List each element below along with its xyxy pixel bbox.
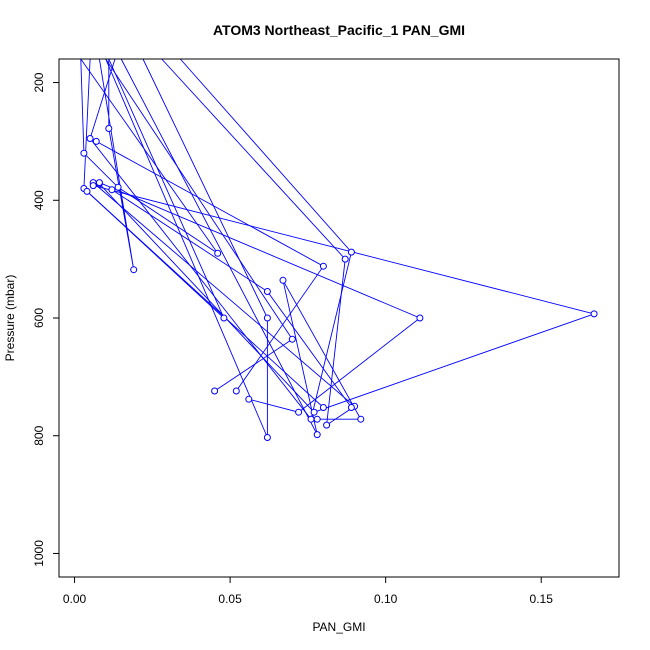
data-point-11-2: [347, 404, 355, 411]
data-point-5-2: [310, 408, 318, 416]
y-tick-label-1: 400: [32, 190, 46, 210]
series-line-6: [99, 182, 421, 413]
data-point-8-1: [263, 314, 271, 322]
data-point-0-1: [80, 149, 88, 157]
data-point-11-1: [263, 288, 271, 295]
data-point-7-0: [92, 137, 100, 145]
data-point-10-2: [279, 276, 287, 284]
data-point-7-1: [319, 262, 327, 270]
data-point-3-1: [86, 135, 94, 142]
data-point-5-1: [590, 310, 598, 318]
data-point-12-1: [319, 404, 327, 411]
series-layer: [80, 58, 596, 438]
series-line-7: [96, 141, 325, 392]
series-line-5: [93, 183, 596, 413]
data-point-1-2: [220, 314, 228, 322]
y-axis-label: Pressure (mbar): [3, 275, 17, 362]
series-line-1: [83, 58, 225, 319]
data-point-4-2: [323, 421, 331, 429]
data-point-10-1: [313, 431, 321, 439]
chart-title: ATOM3 Northeast_Pacific_1 PAN_GMI: [213, 22, 465, 38]
y-axis: 200 400 600 800 1000: [32, 72, 59, 567]
series-line-10: [120, 58, 362, 435]
y-tick-label-2: 600: [32, 308, 46, 328]
x-axis-label: PAN_GMI: [312, 620, 365, 634]
data-point-6-1: [416, 314, 424, 322]
data-point-3-3: [347, 248, 355, 256]
data-point-10-3: [357, 415, 365, 423]
y-tick-label-0: 200: [32, 72, 46, 92]
data-point-2-1: [105, 125, 113, 132]
data-point-4-1: [341, 255, 349, 263]
data-point-6-0: [95, 179, 103, 187]
data-point-8-2: [263, 434, 271, 441]
point-layer: [80, 125, 598, 441]
x-axis: 0.00 0.05 0.10 0.15: [63, 577, 553, 606]
data-point-6-3: [245, 395, 253, 403]
data-point-2-2: [130, 266, 138, 274]
data-point-9-2: [211, 387, 219, 395]
data-point-5-0: [89, 182, 97, 190]
data-point-3-2: [307, 415, 315, 423]
data-point-7-2: [232, 387, 240, 395]
series-line-3: [89, 58, 352, 421]
series-line-2: [98, 58, 135, 270]
series-line-12: [86, 191, 324, 408]
x-tick-label-2: 0.10: [374, 592, 398, 606]
data-point-9-1: [288, 335, 296, 343]
x-tick-label-0: 0.00: [63, 592, 87, 606]
data-point-0-3: [214, 249, 222, 257]
x-tick-label-1: 0.05: [218, 592, 242, 606]
y-tick-label-4: 1000: [32, 540, 46, 567]
series-line-8: [105, 58, 268, 438]
series-line-11: [111, 189, 352, 408]
data-point-0-2: [114, 183, 122, 191]
data-point-11-0: [108, 186, 116, 194]
x-tick-label-3: 0.15: [530, 592, 554, 606]
y-tick-label-3: 800: [32, 425, 46, 445]
data-point-6-2: [295, 408, 303, 416]
data-point-10-4: [313, 415, 321, 423]
data-point-12-0: [83, 187, 91, 195]
